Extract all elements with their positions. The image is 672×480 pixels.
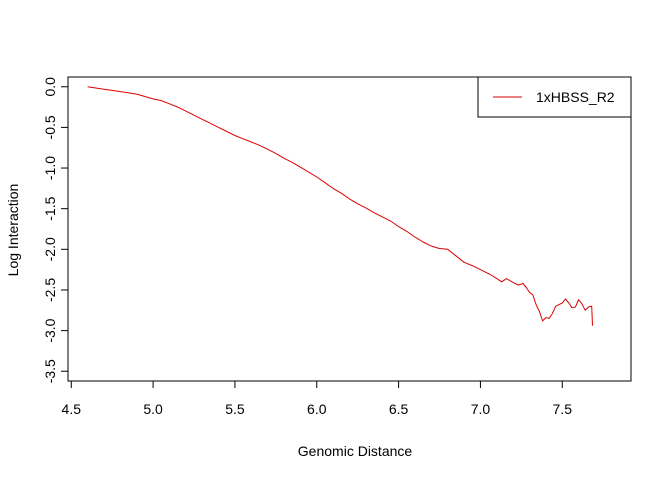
y-axis-title: Log Interaction bbox=[5, 184, 21, 277]
x-tick-label: 6.5 bbox=[389, 401, 409, 417]
y-tick-label: 0.0 bbox=[42, 77, 58, 97]
legend: 1xHBSS_R2 bbox=[477, 76, 632, 118]
x-axis: 4.5 5.0 5.5 6.0 6.5 7.0 7.5 bbox=[62, 380, 573, 417]
y-tick-label: -0.5 bbox=[42, 115, 58, 139]
x-tick-label: 5.0 bbox=[143, 401, 163, 417]
x-tick-label: 5.5 bbox=[225, 401, 245, 417]
legend-label: 1xHBSS_R2 bbox=[536, 89, 615, 105]
y-tick-label: -2.0 bbox=[42, 237, 58, 261]
y-tick-label: -2.5 bbox=[42, 278, 58, 302]
x-tick-label: 7.5 bbox=[553, 401, 573, 417]
x-tick-label: 6.0 bbox=[307, 401, 327, 417]
x-tick-label: 7.0 bbox=[471, 401, 491, 417]
x-axis-title: Genomic Distance bbox=[298, 443, 413, 459]
y-axis: 0.0 -0.5 -1.0 -1.5 -2.0 -2.5 -3.0 -3.5 bbox=[42, 77, 69, 383]
x-tick-label: 4.5 bbox=[62, 401, 82, 417]
y-tick-label: -1.0 bbox=[42, 156, 58, 180]
y-tick-label: -3.0 bbox=[42, 318, 58, 342]
series-line-0 bbox=[87, 86, 593, 326]
series-group bbox=[87, 86, 593, 326]
y-tick-label: -1.5 bbox=[42, 196, 58, 220]
plot-frame bbox=[67, 76, 632, 382]
y-tick-label: -3.5 bbox=[42, 359, 58, 383]
